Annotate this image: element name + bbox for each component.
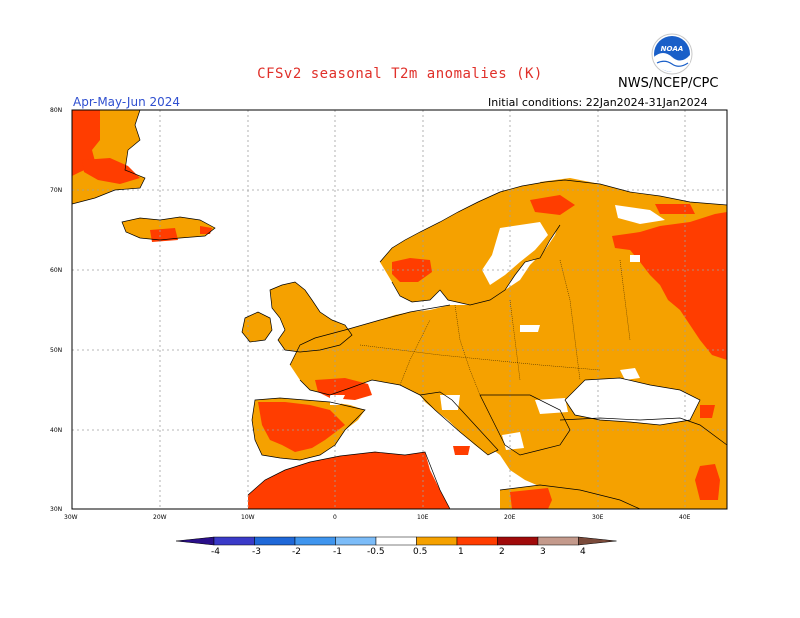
colorbar-bin-1	[213, 536, 255, 546]
colorbar-bin-6	[416, 536, 458, 546]
colorbar-label-2: 2	[499, 547, 505, 557]
colorbar-bin-10	[578, 536, 617, 546]
colorbar-label-1: 1	[458, 547, 464, 557]
lon-label-30w: 30W	[64, 514, 78, 521]
colorbar-bin-4	[335, 536, 377, 546]
lon-label-40e: 40E	[679, 514, 691, 521]
colorbar-bin-3	[294, 536, 336, 546]
colorbar-label-neg05: -0.5	[367, 547, 385, 557]
colorbar-bin-0	[175, 536, 215, 546]
colorbar-bin-9	[537, 536, 579, 546]
lon-label-10w: 10W	[241, 514, 255, 521]
lat-label-70n: 70N	[50, 187, 63, 194]
colorbar-label-neg4: -4	[211, 547, 220, 557]
lat-label-60n: 60N	[50, 267, 63, 274]
colorbar-bin-2	[254, 536, 296, 546]
lat-label-50n: 50N	[50, 347, 63, 354]
chart-title: CFSv2 seasonal T2m anomalies (K)	[257, 66, 543, 82]
lon-label-30e: 30E	[592, 514, 604, 521]
initial-conditions-label: Initial conditions: 22Jan2024-31Jan2024	[488, 96, 708, 109]
colorbar-bin-8	[497, 536, 539, 546]
noaa-logo-icon: NOAA	[651, 33, 693, 75]
lon-label-20w: 20W	[153, 514, 167, 521]
colorbar-label-neg2: -2	[292, 547, 301, 557]
colorbar-label-05: 0.5	[413, 547, 428, 557]
lon-label-10e: 10E	[417, 514, 429, 521]
colorbar-label-4: 4	[580, 547, 586, 557]
colorbar-label-3: 3	[540, 547, 546, 557]
lat-label-30n: 30N	[50, 506, 63, 513]
lon-label-0: 0	[333, 514, 337, 521]
colorbar-label-neg1: -1	[333, 547, 342, 557]
colorbar-bin-5	[375, 536, 417, 546]
colorbar-label-neg3: -3	[252, 547, 261, 557]
anomaly-red-regions	[72, 110, 727, 509]
lat-label-80n: 80N	[50, 107, 63, 114]
svg-text:NOAA: NOAA	[661, 45, 684, 53]
anomaly-near-normal-regions	[330, 205, 700, 450]
agency-label: NWS/NCEP/CPC	[618, 76, 719, 91]
country-borders	[359, 259, 631, 396]
season-label: Apr-May-Jun 2024	[73, 95, 181, 109]
lon-label-20e: 20E	[504, 514, 516, 521]
map-frame	[71, 109, 728, 510]
map-gridlines	[72, 110, 727, 509]
colorbar-bin-7	[456, 536, 498, 546]
lat-label-40n: 40N	[50, 427, 63, 434]
